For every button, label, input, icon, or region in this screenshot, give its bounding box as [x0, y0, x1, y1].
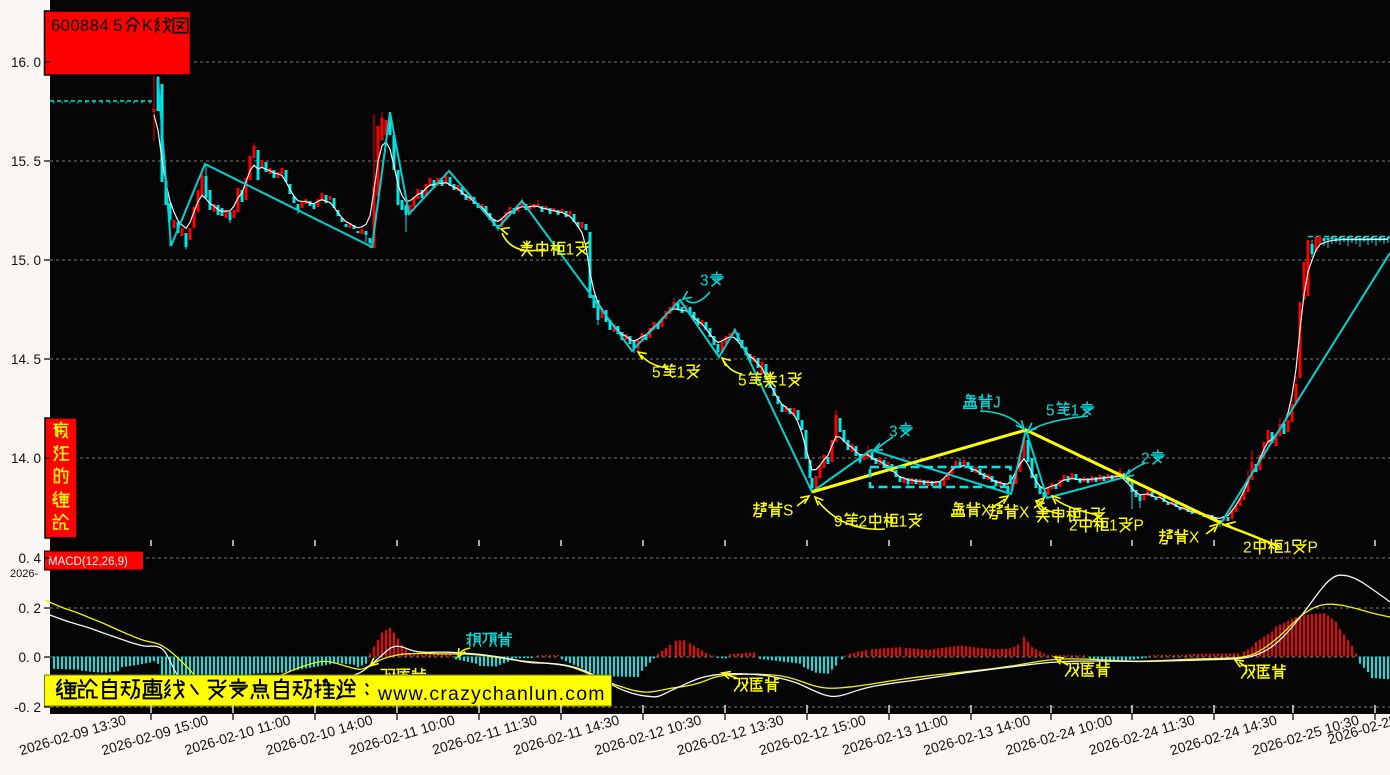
svg-text:1: 1 — [1070, 402, 1079, 419]
svg-text:1: 1 — [1082, 507, 1091, 524]
svg-text:2026-: 2026- — [10, 568, 38, 580]
svg-text:5: 5 — [113, 16, 122, 35]
svg-text:15. 5: 15. 5 — [11, 154, 41, 169]
svg-text:X: X — [981, 502, 992, 519]
svg-text:0. 4: 0. 4 — [18, 551, 41, 566]
svg-text:9: 9 — [834, 513, 843, 530]
svg-text:0. 2: 0. 2 — [18, 601, 41, 616]
svg-text:600884: 600884 — [51, 17, 109, 35]
svg-text:15. 0: 15. 0 — [11, 253, 41, 268]
svg-text:1: 1 — [1283, 539, 1292, 556]
svg-text:1: 1 — [566, 241, 575, 258]
svg-text:2: 2 — [858, 513, 867, 530]
svg-text:P: P — [1307, 539, 1317, 556]
svg-text:J: J — [993, 394, 1001, 411]
svg-text:5: 5 — [652, 364, 661, 381]
svg-text:MACD(12,26,9): MACD(12,26,9) — [48, 556, 128, 568]
svg-text:16. 0: 16. 0 — [11, 55, 41, 70]
svg-text:14. 0: 14. 0 — [11, 451, 41, 466]
svg-text:K: K — [142, 17, 153, 35]
svg-text:1: 1 — [676, 364, 685, 381]
svg-text:X: X — [1019, 504, 1030, 521]
svg-text:P: P — [1133, 517, 1143, 534]
svg-text:www.crazychanlun.com: www.crazychanlun.com — [377, 683, 606, 705]
svg-text:3: 3 — [889, 423, 898, 440]
svg-text:3: 3 — [700, 272, 709, 289]
svg-text:5: 5 — [738, 372, 747, 389]
svg-text:2: 2 — [1141, 450, 1150, 467]
svg-text:0. 0: 0. 0 — [18, 650, 41, 665]
svg-text:S: S — [783, 502, 793, 519]
svg-text:1: 1 — [1109, 517, 1118, 534]
svg-text:1: 1 — [898, 513, 907, 530]
svg-text:2: 2 — [1069, 517, 1078, 534]
svg-text:1: 1 — [778, 372, 787, 389]
svg-text:14. 5: 14. 5 — [11, 352, 41, 367]
svg-text:X: X — [1189, 529, 1200, 546]
svg-text:5: 5 — [1046, 402, 1055, 419]
svg-text:2: 2 — [1243, 539, 1252, 556]
svg-text:-0. 2: -0. 2 — [14, 700, 41, 715]
